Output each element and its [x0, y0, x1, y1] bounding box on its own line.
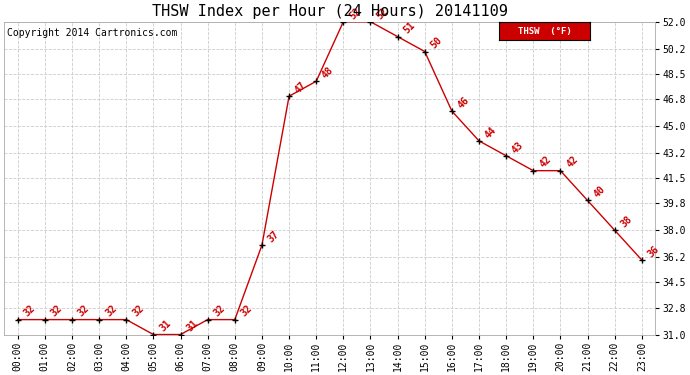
Text: 32: 32: [212, 303, 227, 319]
Text: 37: 37: [266, 229, 282, 244]
Text: 48: 48: [320, 65, 336, 81]
Text: 32: 32: [22, 303, 37, 319]
Text: 52: 52: [348, 6, 363, 21]
Text: 44: 44: [483, 125, 499, 140]
Text: 42: 42: [564, 154, 580, 170]
Text: 32: 32: [49, 303, 64, 319]
Text: 52: 52: [375, 6, 390, 21]
Text: 51: 51: [402, 21, 417, 36]
Text: 46: 46: [456, 95, 471, 110]
Text: 32: 32: [76, 303, 92, 319]
Text: 47: 47: [293, 80, 308, 95]
Text: 32: 32: [104, 303, 119, 319]
Title: THSW Index per Hour (24 Hours) 20141109: THSW Index per Hour (24 Hours) 20141109: [152, 4, 508, 19]
Text: 50: 50: [429, 35, 444, 51]
Text: 32: 32: [130, 303, 146, 319]
Text: 43: 43: [511, 140, 526, 155]
Text: 42: 42: [538, 154, 553, 170]
Text: 36: 36: [646, 244, 662, 259]
Text: 31: 31: [185, 318, 200, 334]
Text: 32: 32: [239, 303, 255, 319]
Text: 40: 40: [592, 184, 607, 200]
Text: Copyright 2014 Cartronics.com: Copyright 2014 Cartronics.com: [8, 28, 178, 38]
Text: 31: 31: [157, 318, 173, 334]
Text: 38: 38: [619, 214, 634, 230]
